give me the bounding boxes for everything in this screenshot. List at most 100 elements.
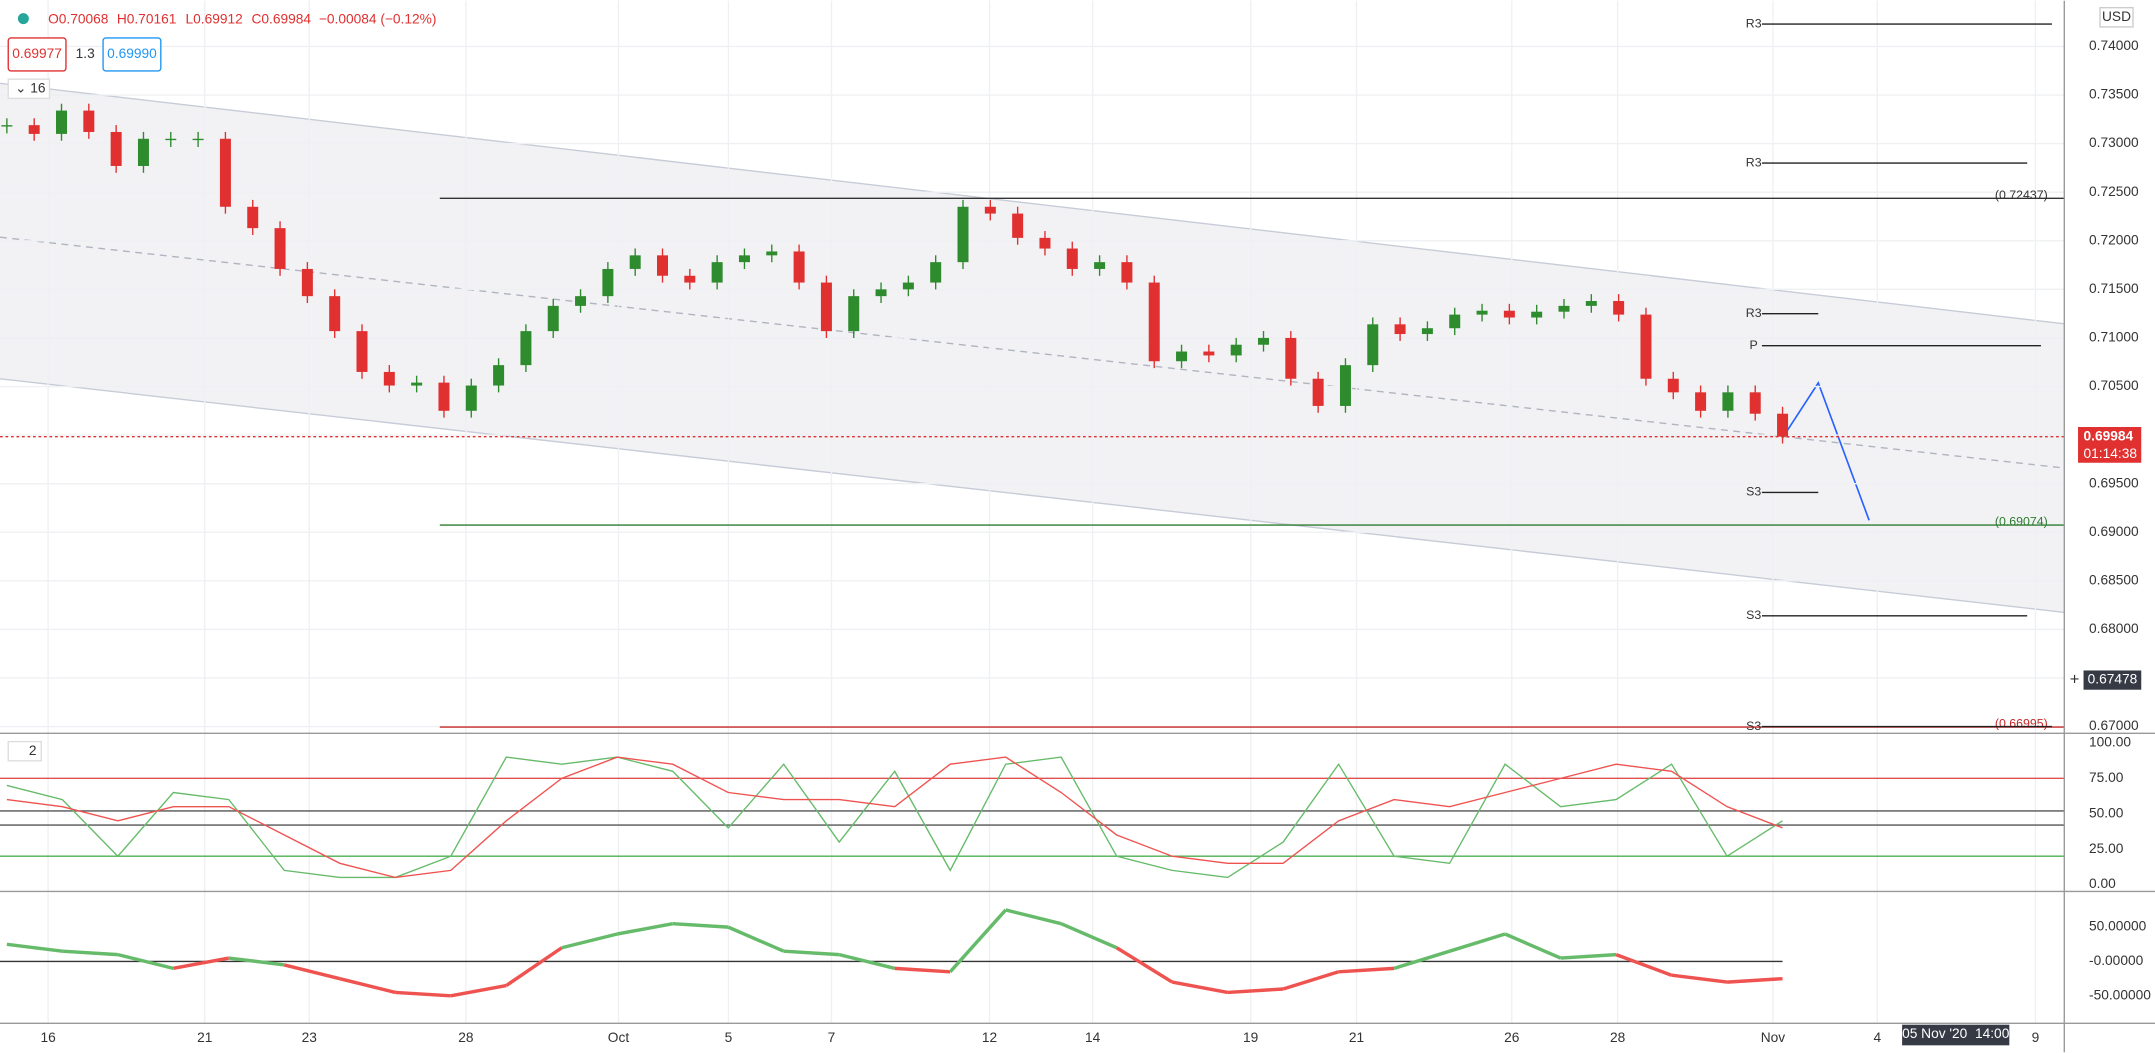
candle-body (1695, 392, 1707, 411)
candle-body (411, 382, 423, 386)
candle-body (1558, 305, 1570, 312)
momentum-segment (1060, 922, 1118, 950)
oscillator-line (6, 756, 1783, 879)
momentum-segment (727, 925, 785, 953)
momentum-segment (117, 952, 174, 971)
momentum-segment (1393, 949, 1451, 970)
candle-body (766, 251, 778, 256)
crosshair-price: 0.67478 (2088, 672, 2138, 687)
currency-box[interactable] (2099, 6, 2134, 28)
momentum-segment (1671, 973, 1728, 984)
candle-body (1285, 337, 1297, 379)
indicator-toggle[interactable] (7, 78, 51, 100)
y-tick-label: 0.70500 (2089, 378, 2139, 393)
candle-body (465, 385, 477, 411)
x-tick-label: 28 (458, 1030, 474, 1045)
momentum-segment (1227, 987, 1284, 995)
momentum-segment (672, 921, 729, 929)
candle-body (957, 206, 969, 263)
chevron: ⌄ (15, 80, 27, 95)
x-tick-label: Oct (608, 1030, 630, 1045)
candle-body (520, 331, 532, 366)
x-tick-label: Nov (1761, 1030, 1786, 1045)
candle-body (1531, 311, 1543, 318)
y-tick-label: -50.00000 (2089, 987, 2151, 1002)
x-tick-label: 19 (1243, 1030, 1258, 1045)
candle-body (1749, 392, 1761, 414)
candle-body (1339, 365, 1351, 406)
candle-body (902, 282, 914, 290)
sell-box[interactable] (7, 37, 67, 72)
candle-body (738, 255, 750, 263)
candle-body (684, 275, 696, 283)
candle-body (1449, 314, 1461, 329)
y-tick-label: 0.68000 (2089, 621, 2139, 636)
momentum-segment (894, 966, 951, 974)
momentum-segment (561, 932, 618, 950)
candle-body (1148, 282, 1160, 362)
x-tick-label: 9 (2032, 1030, 2040, 1045)
candle-body (28, 125, 40, 134)
candle-body (110, 131, 122, 166)
x-tick-label: 21 (197, 1030, 212, 1045)
candle-body (1722, 392, 1734, 411)
indicator-toggle[interactable] (7, 740, 42, 762)
projection (1781, 381, 1870, 521)
candle-body (1012, 213, 1024, 238)
currency[interactable]: USD (2102, 9, 2131, 24)
crosshair-plus: + (2070, 670, 2080, 688)
x-tick-label: 7 (828, 1030, 836, 1045)
candle-body (1503, 310, 1515, 318)
pivot-label: R3 (1746, 155, 1762, 169)
momentum-segment (228, 956, 285, 967)
y-tick-label: 0.68500 (2089, 572, 2139, 587)
indicator-count[interactable]: 16 (30, 80, 46, 95)
x-tick-label: 21 (1349, 1030, 1364, 1045)
pivot-label: R3 (1746, 16, 1762, 30)
candle-body (1585, 301, 1597, 306)
candle-body (1121, 262, 1133, 283)
ohlc-change: −0.00084 (−0.12%) (319, 12, 437, 27)
momentum-segment (1560, 952, 1617, 960)
x-tick-label: 5 (725, 1030, 733, 1045)
momentum-segment (1282, 970, 1340, 991)
level-label: (0.66995) (1995, 717, 2048, 731)
crosshair-date: 05 Nov '20 14:00 (1902, 1026, 2010, 1041)
candle-body (657, 255, 669, 276)
candle-body (1367, 324, 1379, 366)
y-tick-label: 25.00 (2089, 841, 2124, 856)
momentum-segment (1115, 946, 1174, 984)
x-tick-label: 23 (302, 1030, 318, 1045)
bid[interactable]: 0.69977 (12, 46, 62, 61)
pivot-label: S3 (1746, 485, 1761, 499)
y-tick-label: 0.73000 (2089, 135, 2139, 150)
candle-body (1, 125, 13, 127)
candle-body (1258, 337, 1270, 345)
candle-body (602, 268, 614, 297)
candle-body (1394, 324, 1406, 335)
y-tick-label: 50.00 (2089, 805, 2124, 820)
buy-box[interactable] (102, 37, 162, 72)
candle-body (848, 296, 860, 332)
y-tick-label: 0.73500 (2089, 87, 2139, 102)
y-tick-label: 100.00 (2089, 735, 2131, 750)
candle-body (1066, 248, 1078, 269)
candle-body (274, 228, 286, 269)
level-label: (0.72437) (1995, 188, 2048, 202)
countdown: 01:14:38 (2084, 446, 2138, 461)
candle-body (1613, 301, 1625, 315)
candle-body (575, 296, 587, 306)
candle-body (930, 262, 942, 283)
momentum-segment (1005, 908, 1062, 926)
status-dot (17, 13, 29, 25)
y-tick-label: -0.00000 (2089, 953, 2144, 968)
candle-body (219, 138, 231, 207)
y-tick-label: 0.72000 (2089, 232, 2139, 247)
ask[interactable]: 0.69990 (107, 46, 157, 61)
momentum-segment (450, 983, 507, 998)
x-tick-label: 14 (1085, 1030, 1101, 1045)
pivot-label: R3 (1746, 306, 1762, 320)
candle-body (438, 382, 450, 411)
sub-indicator-count[interactable]: 2 (29, 743, 37, 758)
